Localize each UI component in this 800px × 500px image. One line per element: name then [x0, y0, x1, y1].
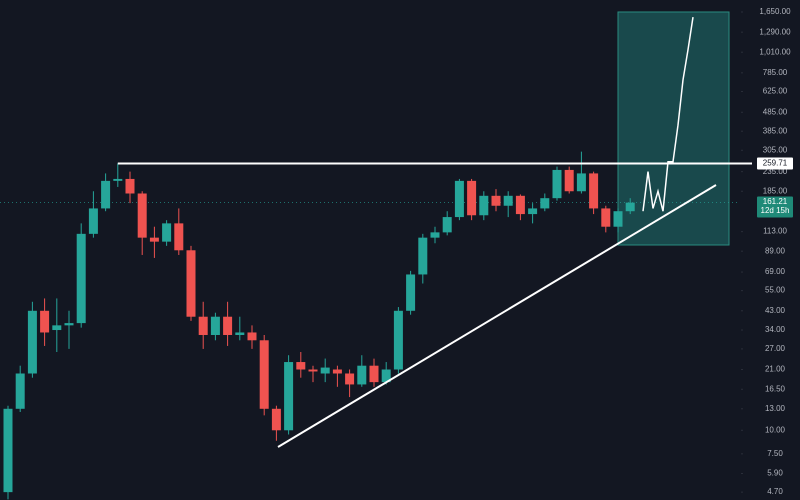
price-label-box	[757, 157, 793, 170]
y-tick-label: 305.00	[763, 145, 788, 154]
candle-body	[284, 362, 294, 431]
y-tick-label: 625.00	[763, 87, 788, 96]
resistance-label: 259.71	[763, 159, 788, 168]
candle-body	[564, 169, 574, 192]
y-tick-label: 10.00	[765, 425, 786, 434]
candle-body	[418, 237, 428, 275]
y-tick-label: 1,010.00	[759, 47, 791, 56]
candle-body	[540, 198, 550, 209]
candle-body	[15, 373, 25, 409]
candle-body	[528, 208, 538, 215]
y-tick-label: 4.70	[767, 487, 783, 496]
candle-body	[210, 316, 220, 335]
y-tick-label: 34.00	[765, 325, 786, 334]
candle-body	[467, 180, 477, 216]
candle-body	[503, 195, 513, 206]
candle-body	[491, 195, 501, 206]
candle-body	[332, 369, 342, 374]
candle-body	[589, 173, 599, 209]
candle-body	[247, 332, 257, 341]
y-tick-label: 1,290.00	[759, 27, 791, 36]
y-tick-label: 69.00	[765, 267, 786, 276]
candle-body	[52, 325, 62, 331]
y-tick-label: 485.00	[763, 107, 788, 116]
trendline	[277, 184, 717, 448]
candle-body	[601, 208, 611, 227]
candle-body	[406, 274, 416, 311]
y-tick-label: 43.00	[765, 306, 786, 315]
y-tick-label: 13.00	[765, 404, 786, 413]
candle-body	[3, 408, 13, 493]
candle-body	[296, 362, 306, 370]
candle-body	[198, 316, 208, 335]
y-tick-label: 89.00	[765, 246, 786, 255]
candle-body	[454, 180, 464, 218]
candle-body	[442, 217, 452, 233]
candle-body	[137, 193, 147, 238]
candle-body	[576, 173, 586, 192]
candle-body	[613, 211, 623, 227]
candle-body	[235, 332, 245, 335]
y-tick-label: 113.00	[763, 227, 787, 236]
y-tick-label: 7.50	[767, 449, 783, 458]
candle-body	[430, 232, 440, 238]
projection-path	[642, 16, 694, 212]
candle-body	[162, 223, 172, 242]
candle-body	[515, 195, 525, 215]
candle-body	[552, 169, 562, 199]
candle-body	[223, 316, 233, 335]
candle-body	[357, 365, 367, 385]
candle-body	[625, 202, 635, 212]
y-tick-label: 385.00	[763, 126, 788, 135]
y-tick-label: 21.00	[765, 365, 786, 374]
countdown-label: 12d 15h	[761, 206, 790, 215]
y-tick-label: 785.00	[763, 68, 788, 77]
candle-body	[479, 195, 489, 216]
candle-body	[381, 369, 391, 383]
candle-body	[186, 250, 196, 317]
y-tick-label: 27.00	[765, 344, 786, 353]
candle-body	[149, 237, 159, 242]
candle-body	[113, 178, 123, 181]
y-tick-label: 1,650.00	[759, 7, 791, 16]
candle-body	[27, 310, 37, 374]
candle-body	[125, 178, 135, 194]
candle-body	[320, 367, 330, 374]
candle-body	[259, 340, 269, 409]
candle-body	[76, 233, 86, 324]
candle-body	[88, 208, 98, 234]
candle-body	[101, 180, 111, 209]
y-tick-label: 5.90	[767, 469, 783, 478]
y-tick-label: 235.00	[763, 167, 788, 176]
candle-body	[369, 365, 379, 383]
price-label-box	[757, 196, 793, 218]
target-zone	[617, 11, 730, 246]
candle-body	[393, 310, 403, 370]
y-tick-label: 55.00	[765, 286, 786, 295]
last-price-label: 161.21	[763, 197, 788, 206]
y-tick-label: 16.50	[765, 384, 786, 393]
candle-body	[345, 373, 355, 385]
candle-body	[40, 310, 50, 333]
candle-body	[271, 408, 281, 431]
candle-body	[174, 223, 184, 251]
candle-body	[308, 369, 318, 372]
y-tick-label: 185.00	[763, 186, 788, 195]
candle-body	[64, 323, 74, 326]
